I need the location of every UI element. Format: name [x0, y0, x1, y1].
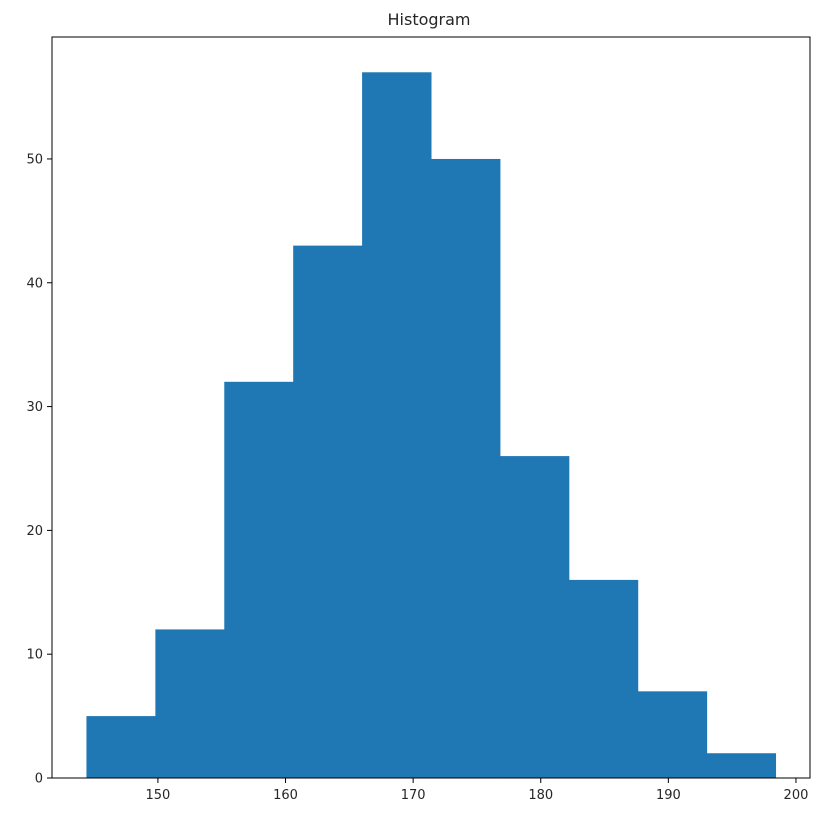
x-tick-label: 190 [656, 788, 681, 803]
y-tick-label: 0 [35, 772, 43, 787]
x-tick-label: 180 [528, 788, 553, 803]
y-tick-label: 50 [26, 152, 43, 167]
x-tick-label: 200 [784, 788, 809, 803]
histogram-bar [431, 158, 501, 778]
histogram-bar [706, 753, 777, 778]
y-tick-label: 30 [26, 400, 43, 415]
x-axis-ticks: 150 160 170 180 190 200 [146, 778, 809, 803]
x-tick-label: 170 [401, 788, 426, 803]
y-tick-label: 10 [26, 648, 43, 663]
histogram-bar [224, 381, 294, 778]
y-tick-label: 40 [26, 276, 43, 291]
plot-frame [51, 36, 811, 779]
histogram-bar [637, 691, 708, 778]
histogram-bar [362, 72, 432, 779]
histogram-bar [568, 579, 639, 778]
histogram-bar [499, 456, 570, 778]
histogram-bar [293, 245, 363, 779]
y-tick-label: 20 [26, 524, 43, 539]
histogram-bar [86, 716, 156, 778]
x-tick-label: 150 [146, 788, 171, 803]
chart-title: Histogram [388, 10, 471, 29]
histogram-bar [155, 629, 225, 778]
bars-group [86, 72, 777, 779]
x-tick-label: 160 [273, 788, 298, 803]
y-axis-ticks: 0 10 20 30 40 50 [26, 152, 52, 787]
